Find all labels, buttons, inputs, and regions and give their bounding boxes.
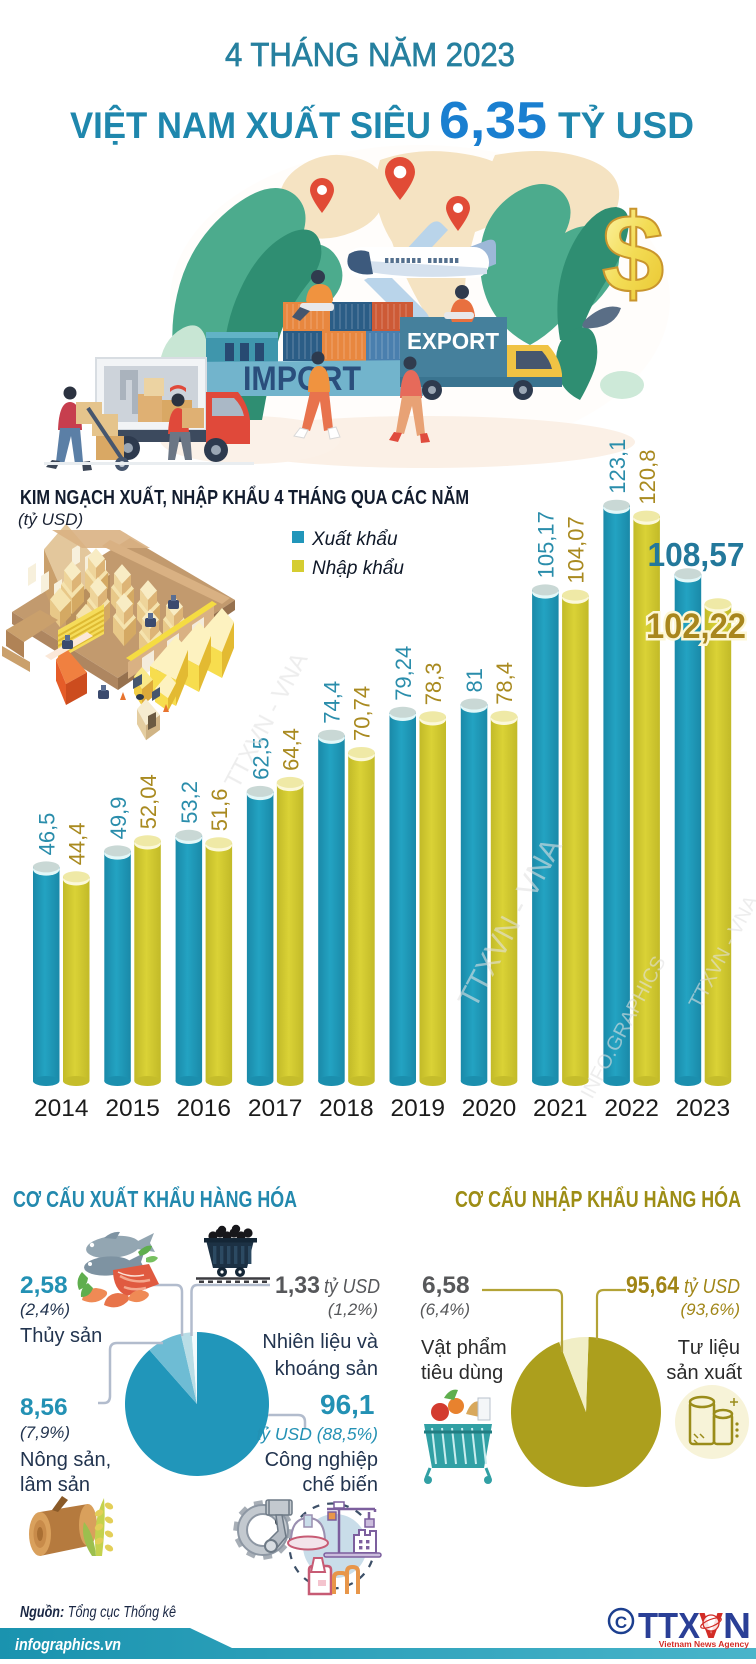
svg-text:Vietnam News Agency: Vietnam News Agency [659,1639,750,1649]
svg-text:Công nghiệp: Công nghiệp [265,1449,378,1471]
svg-text:CƠ CẤU XUẤT KHẨU HÀNG HÓA: CƠ CẤU XUẤT KHẨU HÀNG HÓA [13,1185,297,1212]
svg-text:96,1: 96,1 [320,1389,375,1420]
svg-text:6,35: 6,35 [439,92,547,150]
svg-text:Nhập khẩu: Nhập khẩu [312,558,404,579]
svg-text:2016: 2016 [177,1095,232,1122]
svg-text:2015: 2015 [105,1095,160,1122]
svg-text:tỷ USD (88,5%): tỷ USD (88,5%) [256,1424,378,1444]
svg-text:2,58: 2,58 [20,1272,68,1299]
svg-text:tỷ USD: tỷ USD [684,1276,740,1298]
svg-text:TTX: TTX [638,1605,700,1646]
svg-text:KIM NGẠCH XUẤT, NHẬP KHẨU 4 TH: KIM NGẠCH XUẤT, NHẬP KHẨU 4 THÁNG QUA CÁ… [20,485,469,509]
svg-text:81: 81 [462,668,487,692]
svg-text:(1,2%): (1,2%) [328,1300,378,1319]
svg-text:$: $ [602,191,664,316]
svg-text:Xuất khẩu: Xuất khẩu [311,529,398,550]
svg-text:C: C [615,1613,627,1632]
svg-text:TỶ USD: TỶ USD [558,105,694,146]
svg-text:VIỆT NAM XUẤT SIÊU: VIỆT NAM XUẤT SIÊU [70,104,431,146]
svg-text:79,24: 79,24 [391,646,416,701]
svg-text:2020: 2020 [462,1095,517,1122]
svg-text:1,33: 1,33 [275,1272,320,1299]
svg-text:102,22: 102,22 [646,607,746,646]
svg-text:khoáng sản: khoáng sản [275,1358,378,1380]
svg-text:(7,9%): (7,9%) [20,1423,70,1442]
svg-text:(6,4%): (6,4%) [420,1300,470,1319]
svg-text:(2,4%): (2,4%) [20,1300,70,1319]
svg-text:EXPORT: EXPORT [407,328,499,354]
svg-text:95,64: 95,64 [626,1272,679,1299]
svg-text:2014: 2014 [34,1095,89,1122]
svg-text:2022: 2022 [604,1095,659,1122]
svg-text:8,56: 8,56 [20,1394,68,1421]
svg-text:Thủy sản: Thủy sản [20,1325,102,1347]
svg-text:70,74: 70,74 [350,686,375,741]
svg-text:78,4: 78,4 [492,662,517,705]
svg-text:52,04: 52,04 [136,774,161,829]
svg-text:Nông sản,: Nông sản, [20,1449,111,1471]
svg-text:Nhiên liệu và: Nhiên liệu và [262,1331,379,1353]
svg-text:46,5: 46,5 [35,813,60,856]
svg-text:lâm sản: lâm sản [20,1474,90,1496]
svg-text:CƠ CẤU NHẬP KHẨU HÀNG HÓA: CƠ CẤU NHẬP KHẨU HÀNG HÓA [455,1185,741,1212]
svg-text:74,4: 74,4 [320,681,345,724]
svg-text:123,1: 123,1 [605,439,630,494]
svg-text:2019: 2019 [391,1095,446,1122]
svg-text:N: N [723,1605,751,1646]
svg-text:sản xuất: sản xuất [666,1362,742,1384]
svg-text:105,17: 105,17 [534,511,559,578]
svg-text:44,4: 44,4 [65,822,90,865]
svg-text:108,57: 108,57 [648,536,745,573]
svg-text:78,3: 78,3 [421,662,446,705]
svg-text:62,5: 62,5 [248,737,273,780]
svg-text:(93,6%): (93,6%) [680,1300,740,1319]
svg-text:104,07: 104,07 [564,516,589,583]
svg-text:4 THÁNG NĂM 2023: 4 THÁNG NĂM 2023 [225,36,515,73]
svg-text:2017: 2017 [248,1095,303,1122]
svg-text:6,58: 6,58 [422,1272,470,1299]
svg-text:Vật phẩm: Vật phẩm [421,1337,507,1359]
svg-text:Nguồn: Tổng cục Thống kê: Nguồn: Tổng cục Thống kê [20,1604,176,1621]
svg-text:tiêu dùng: tiêu dùng [421,1362,503,1384]
svg-text:49,9: 49,9 [106,797,131,840]
svg-text:51,6: 51,6 [207,788,232,831]
svg-text:IMPORT: IMPORT [243,360,361,398]
svg-text:120,8: 120,8 [635,450,660,505]
svg-text:(tỷ USD): (tỷ USD) [18,510,83,529]
svg-text:2023: 2023 [676,1095,731,1122]
svg-text:tỷ USD: tỷ USD [324,1276,380,1298]
svg-text:2021: 2021 [533,1095,588,1122]
svg-text:infographics.vn: infographics.vn [15,1636,121,1654]
svg-text:Tư liệu: Tư liệu [678,1337,740,1359]
svg-text:53,2: 53,2 [177,781,202,824]
svg-text:chế biến: chế biến [302,1474,378,1496]
svg-text:2018: 2018 [319,1095,374,1122]
svg-text:64,4: 64,4 [278,728,303,771]
